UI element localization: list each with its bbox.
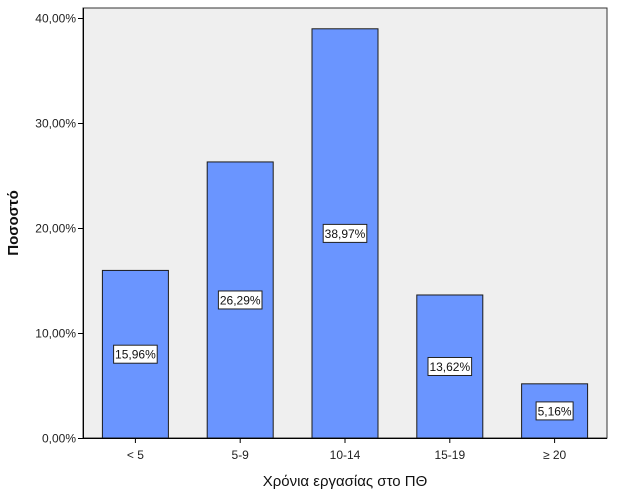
x-tick-label: 5-9 <box>232 448 250 462</box>
data-label: 38,97% <box>325 227 366 241</box>
data-label-box <box>113 344 158 364</box>
data-label-box <box>322 223 368 243</box>
y-tick-label: 10,00% <box>35 327 76 341</box>
data-label-box <box>535 401 574 421</box>
x-axis-ticks: < 5 5-9 10-14 15-19 ≥ 20 <box>127 438 567 462</box>
data-label-box <box>427 356 473 376</box>
data-label-box <box>217 290 263 310</box>
y-axis-title: Ποσοστό <box>5 190 22 256</box>
x-tick-label: ≥ 20 <box>543 448 567 462</box>
x-tick-label: 15-19 <box>434 448 465 462</box>
data-label: 5,16% <box>538 404 572 418</box>
y-axis-ticks: 0,00% 10,00% 20,00% 30,00% 40,00% <box>35 12 83 446</box>
data-label: 13,62% <box>429 360 470 374</box>
data-labels: 15,96% 26,29% 38,97% 13,62% 5,16% <box>113 223 574 421</box>
x-tick-label: < 5 <box>127 448 144 462</box>
y-tick-label: 40,00% <box>35 12 76 26</box>
x-axis-title: Χρόνια εργασίας στο ΠΘ <box>263 473 428 490</box>
y-tick-label: 0,00% <box>42 432 76 446</box>
y-tick-label: 30,00% <box>35 117 76 131</box>
data-label: 15,96% <box>115 348 156 362</box>
y-tick-label: 20,00% <box>35 222 76 236</box>
data-label: 26,29% <box>220 293 261 307</box>
x-tick-label: 10-14 <box>330 448 361 462</box>
